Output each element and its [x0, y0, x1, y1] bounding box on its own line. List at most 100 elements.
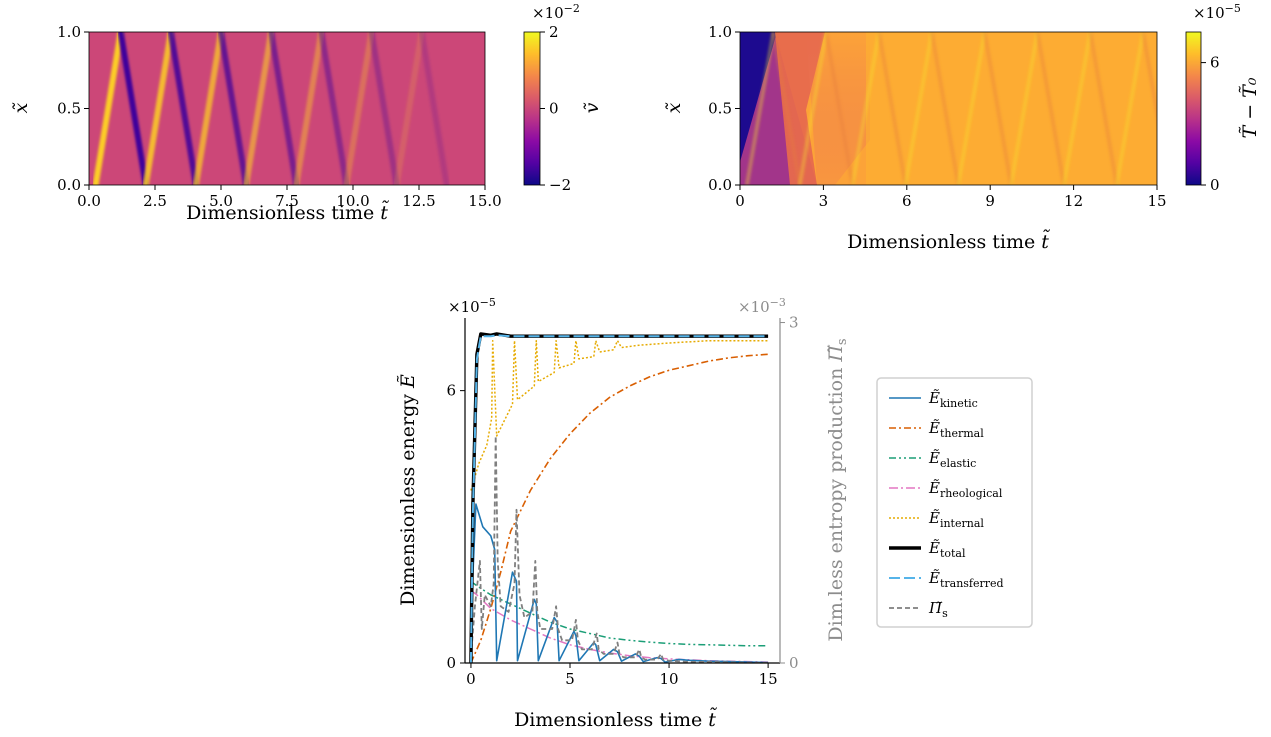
- temperature-reflection-line: [824, 32, 855, 185]
- velocity-x-tick-label: 10.0: [336, 192, 369, 210]
- negative-velocity-front: [218, 32, 250, 185]
- velocity-colorbar-multiplier: ×10−2: [532, 2, 580, 22]
- series-line-transferred: [469, 334, 769, 663]
- energy-x-tick-label: 15: [759, 670, 778, 688]
- energy-legend: Ẽkinetic Ẽthermal Ẽelastic Ẽrheological Ẽint…: [876, 377, 1033, 628]
- temperature-reflection-line: [1114, 32, 1146, 185]
- legend-label-total: Ẽtotal: [928, 539, 966, 560]
- temperature-colorbar-multiplier: ×10−5: [1193, 2, 1241, 22]
- positive-velocity-front: [343, 32, 375, 185]
- temperature-x-tick-label: 0: [735, 192, 745, 210]
- temperature-reflection-line: [771, 32, 802, 185]
- entropy-right-axis-label: Dim.less entropy production Π̃s: [825, 338, 850, 641]
- temperature-colorbar-tick-label: 6: [1210, 54, 1220, 72]
- series-line-elastic: [470, 580, 769, 647]
- temperature-x-tick-label: 12: [1064, 192, 1083, 210]
- legend-label-internal: Ẽinternal: [928, 509, 984, 530]
- temperature-reflection-line: [877, 32, 908, 185]
- temperature-heatmap-x-axis-label: Dimensionless time t̃: [847, 230, 1050, 253]
- negative-velocity-front: [418, 32, 450, 185]
- temperature-reflection-line: [903, 32, 934, 185]
- energy-y-tick-label: 0: [446, 654, 456, 672]
- velocity-heatmap-axes: 0.0 2.5 5.0 7.5 10.0 12.5 15.0 0.0 0.5 1.0: [57, 23, 502, 210]
- temperature-y-tick-label: 1.0: [708, 23, 732, 41]
- temperature-x-tick-label: 15: [1147, 192, 1166, 210]
- temperature-colorbar: [1185, 31, 1202, 186]
- temperature-heatmap-y-axis-label: x̃: [663, 102, 685, 113]
- velocity-colorbar-label: ṽ: [581, 102, 603, 113]
- negative-velocity-front: [167, 32, 199, 185]
- temperature-reflection-line: [929, 32, 961, 185]
- positive-velocity-front: [192, 32, 224, 185]
- temperature-x-tick-label: 6: [902, 192, 912, 210]
- temperature-colorbar-tick-label: 0: [1210, 176, 1220, 194]
- temperature-colorbar-label: T̃ − T̃₀: [1239, 77, 1261, 138]
- energy-chart-axes: 0 5 10 15 0 6 0 3: [446, 314, 798, 688]
- temperature-x-tick-label: 9: [985, 192, 995, 210]
- energy-x-axis-label: Dimensionless time t̃: [514, 708, 717, 731]
- negative-velocity-front: [268, 32, 300, 185]
- legend-label-thermal: Ẽthermal: [928, 419, 984, 440]
- velocity-colorbar: [523, 31, 541, 186]
- temperature-heatmap-panel: 0 3 6 9 12 150.00.51.0 Dimensionless time t̃ …: [663, 2, 1261, 253]
- positive-velocity-front: [142, 32, 174, 185]
- temperature-heatmap-axes: 0 3 6 9 12 15 0.0 0.5 1.0: [708, 23, 1166, 210]
- positive-velocity-front: [393, 32, 425, 185]
- temperature-reflection-line: [744, 32, 776, 185]
- temperature-reflection-lines: [744, 32, 1157, 185]
- velocity-x-tick-label: 0.0: [77, 192, 101, 210]
- temperature-x-tick-label: 3: [819, 192, 829, 210]
- velocity-y-tick-label: 1.0: [57, 23, 81, 41]
- energy-x-tick-label: 0: [466, 670, 476, 688]
- legend-label-elastic: Ẽelastic: [928, 449, 976, 470]
- temperature-reflection-line: [982, 32, 1014, 185]
- temperature-reflection-line: [1141, 32, 1157, 125]
- velocity-frame: [88, 31, 486, 186]
- series-line-total: [469, 332, 769, 663]
- temperature-reflection-line: [850, 32, 881, 185]
- temperature-colorbar-ticks: 06: [1201, 54, 1220, 194]
- velocity-x-tick-label: 12.5: [402, 192, 435, 210]
- legend-label-kinetic: Ẽkinetic: [928, 389, 978, 410]
- entropy-y-tick-label: 0: [789, 654, 799, 672]
- negative-velocity-front: [117, 32, 149, 185]
- energy-x-tick-label: 5: [565, 670, 575, 688]
- legend-label-s: Π̃s: [928, 599, 948, 620]
- energy-y-tick-label: 6: [446, 382, 456, 400]
- velocity-y-tick-label: 0.0: [57, 176, 81, 194]
- positive-velocity-front: [243, 32, 275, 185]
- temperature-reflection-line: [1035, 32, 1066, 185]
- energy-line-chart-panel: 0 5 10 15 0 6 0 3 ×10−5 ×10−3 Dimensionless tim…: [397, 296, 1033, 731]
- velocity-wave-fronts: [92, 32, 450, 185]
- velocity-y-tick-label: 0.5: [57, 100, 81, 118]
- temperature-frame: [739, 31, 1158, 186]
- entropy-y-tick-label: 3: [789, 314, 799, 332]
- velocity-x-tick-label: 15.0: [468, 192, 501, 210]
- temperature-y-tick-label: 0.0: [708, 176, 732, 194]
- series-line-thermal: [470, 353, 769, 663]
- temperature-reflection-line: [1009, 32, 1040, 185]
- velocity-colorbar-ticks: −2 0 2: [540, 23, 571, 194]
- velocity-heatmap-y-axis-label: x̃: [10, 102, 32, 113]
- temperature-reflection-line: [956, 32, 987, 185]
- velocity-colorbar-tick-label: 2: [549, 23, 559, 41]
- series-line-kinetic: [470, 503, 769, 663]
- energy-left-axis-multiplier: ×10−5: [448, 296, 496, 316]
- velocity-heatmap-panel: 0.0 2.5 5.0 7.5 10.0 12.5 15.0 0.0 0.5 1.0 Dimens…: [10, 2, 603, 224]
- energy-series-group: [469, 332, 769, 663]
- temperature-reflection-line: [1061, 32, 1093, 185]
- positive-velocity-front: [293, 32, 325, 185]
- legend-frame: [876, 377, 1033, 628]
- velocity-heatmap-x-axis-label: Dimensionless time t̃: [186, 201, 389, 224]
- negative-velocity-front: [368, 32, 400, 185]
- series-line-internal: [470, 339, 769, 491]
- series-line-s: [470, 435, 769, 663]
- energy-left-axis-label: Dimensionless energy Ẽ: [397, 374, 419, 606]
- negative-velocity-front: [318, 32, 350, 185]
- temperature-reflection-line: [797, 32, 829, 185]
- velocity-x-tick-label: 2.5: [143, 192, 167, 210]
- velocity-colorbar-tick-label: 0: [549, 100, 559, 118]
- energy-x-tick-label: 10: [660, 670, 679, 688]
- entropy-right-axis-multiplier: ×10−3: [738, 296, 786, 316]
